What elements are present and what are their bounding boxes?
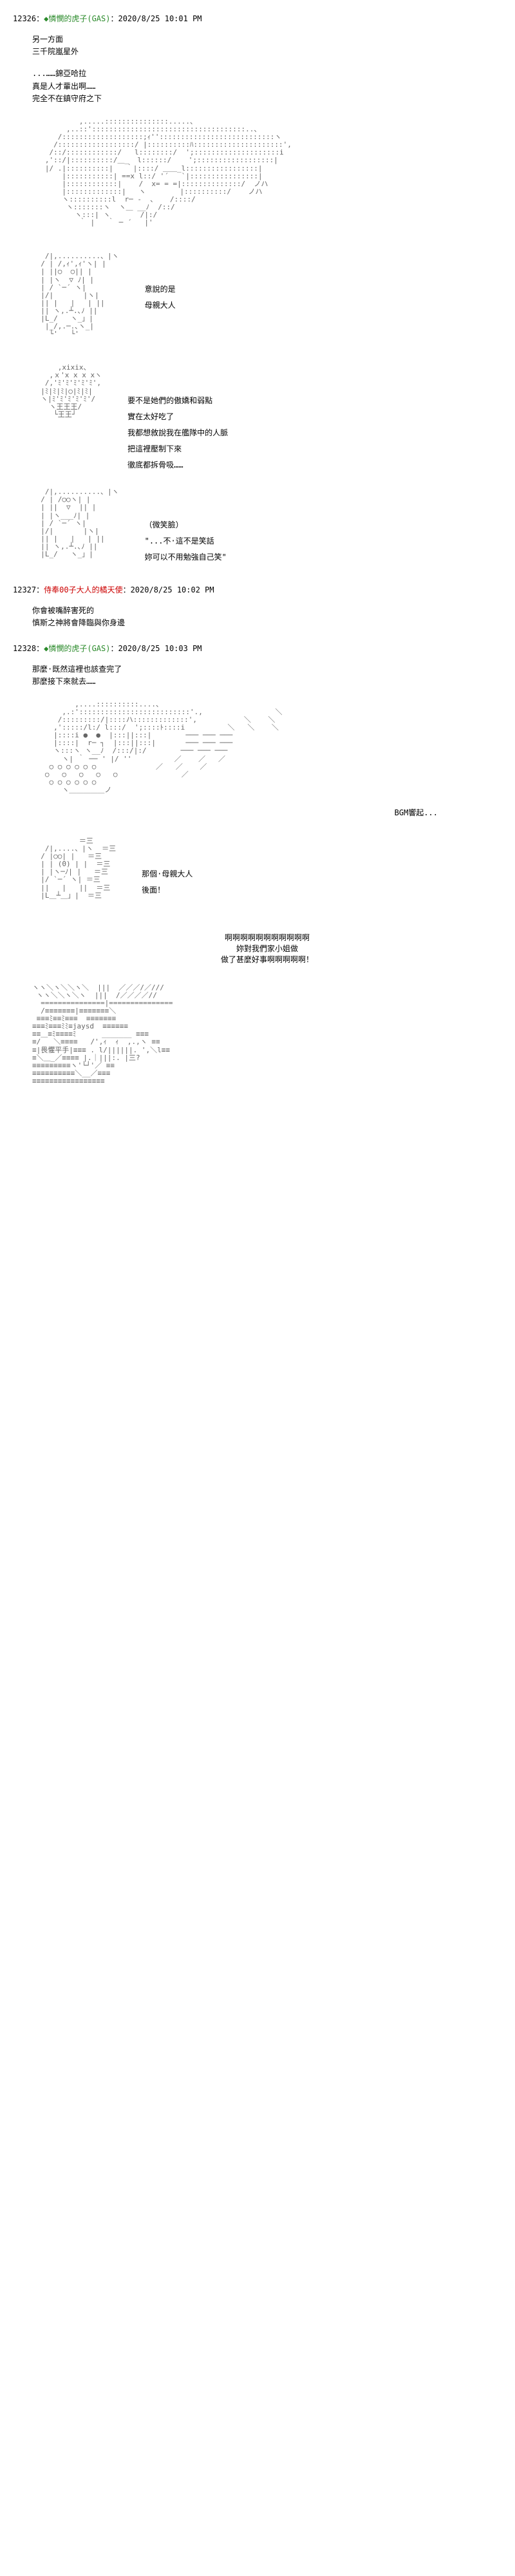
center-shout: 啊啊啊啊啊啊啊啊啊啊啊妳對我們家小姐做做了甚麼好事啊啊啊啊啊！ [32,932,502,965]
forum-post: 12328：◆憐憫的虎子(GAS)：2020/8/25 10:03 PM 那麼·既… [13,643,502,1085]
text-block: ...……錦亞哈拉真是人才輩出啊……完全不在鎮守府之下 [32,68,502,105]
post-author[interactable]: ◆憐憫的虎子(GAS) [44,14,110,23]
ascii-with-dialogue: /|,..........、|ヽ / | /○○ヽ| | | || ▽ || |… [32,475,502,571]
ascii-art: ,xixix、 ,ｘ'x x x xヽ /,'ﾐ'ﾐ'ﾐ'ﾐ'ﾐ', |ﾐ|ﾐ|… [32,364,102,419]
forum-post: 12327：侍奉00子大人的橘天使：2020/8/25 10:02 PM 你會被嘴… [13,584,502,629]
intro-text: 另一方面三千院嵐星外 [32,33,502,58]
ascii-with-dialogue: /|,..........、|ヽ / | /,ｨ',ｨ'ヽ| | | ||○ ○… [32,240,502,351]
text-block: 那麼·既然這裡也該查完了那麼接下來就去…… [32,663,502,688]
ascii-with-dialogue: ＝三 /|,....、|ヽ ＝三 / |○○| | ＝三 | | (0) | |… [32,824,502,913]
dialogue-text: （微笑臉）"...不·這不是笑話妳可以不用勉強自己笑" [145,475,227,567]
post-author[interactable]: ◆憐憫的虎子(GAS) [44,644,110,653]
ascii-with-dialogue: ,xixix、 ,ｘ'x x x xヽ /,'ﾐ'ﾐ'ﾐ'ﾐ'ﾐ', |ﾐ|ﾐ|… [32,351,502,475]
post-id: 12327： [13,585,44,594]
post-timestamp: ：2020/8/25 10:02 PM [123,585,214,594]
post-timestamp: ：2020/8/25 10:03 PM [110,644,201,653]
text-block: 你會被嘴醉害死的慎斯之神將會降臨與你身邊 [32,605,502,629]
post-content: 另一方面三千院嵐星外 ...……錦亞哈拉真是人才輩出啊……完全不在鎮守府之下 ,.… [32,33,502,571]
ascii-art: /|,..........、|ヽ / | /○○ヽ| | | || ▽ || |… [32,488,119,558]
ascii-art: /|,..........、|ヽ / | /,ｨ',ｨ'ヽ| | | ||○ ○… [32,252,119,338]
forum-post: 12326：◆憐憫的虎子(GAS)：2020/8/25 10:01 PM 另一方面… [13,13,502,571]
dialogue-text: 那個·母親大人後面！ [142,824,192,900]
post-header: 12328：◆憐憫的虎子(GAS)：2020/8/25 10:03 PM [13,643,502,654]
ascii-art: ヽヽ＼ヽ＼＼ヽ＼ ||| ／／／/／/// ヽヽ＼＼ヽ＼ヽ ||| /／／／／/… [32,984,502,1085]
dialogue-text: 要不是她們的傲嬌和弱點實在太好吃了我都想敘說我在艦隊中的人脈把這裡壓制下來徹底都… [127,351,228,475]
ascii-art: ,.....:::::::::::::::.....、 ,..::'::::::… [32,118,502,227]
ascii-art: ＝三 /|,....、|ヽ ＝三 / |○○| | ＝三 | | (0) | |… [32,837,116,900]
right-caption: BGM響起... [32,807,502,818]
post-id: 12328： [13,644,44,653]
post-content: 你會被嘴醉害死的慎斯之神將會降臨與你身邊 [32,605,502,629]
dialogue-text: 意說的是母親大人 [145,240,176,316]
ascii-art: ,....::::::::::....、 ,.:':::::::::::::::… [32,701,502,794]
post-timestamp: ：2020/8/25 10:01 PM [110,14,201,23]
post-author[interactable]: 侍奉00子大人的橘天使 [44,585,122,594]
post-id: 12326： [13,14,44,23]
post-header: 12327：侍奉00子大人的橘天使：2020/8/25 10:02 PM [13,584,502,595]
post-header: 12326：◆憐憫的虎子(GAS)：2020/8/25 10:01 PM [13,13,502,24]
post-content: 那麼·既然這裡也該查完了那麼接下來就去…… ,....::::::::::...… [32,663,502,1085]
